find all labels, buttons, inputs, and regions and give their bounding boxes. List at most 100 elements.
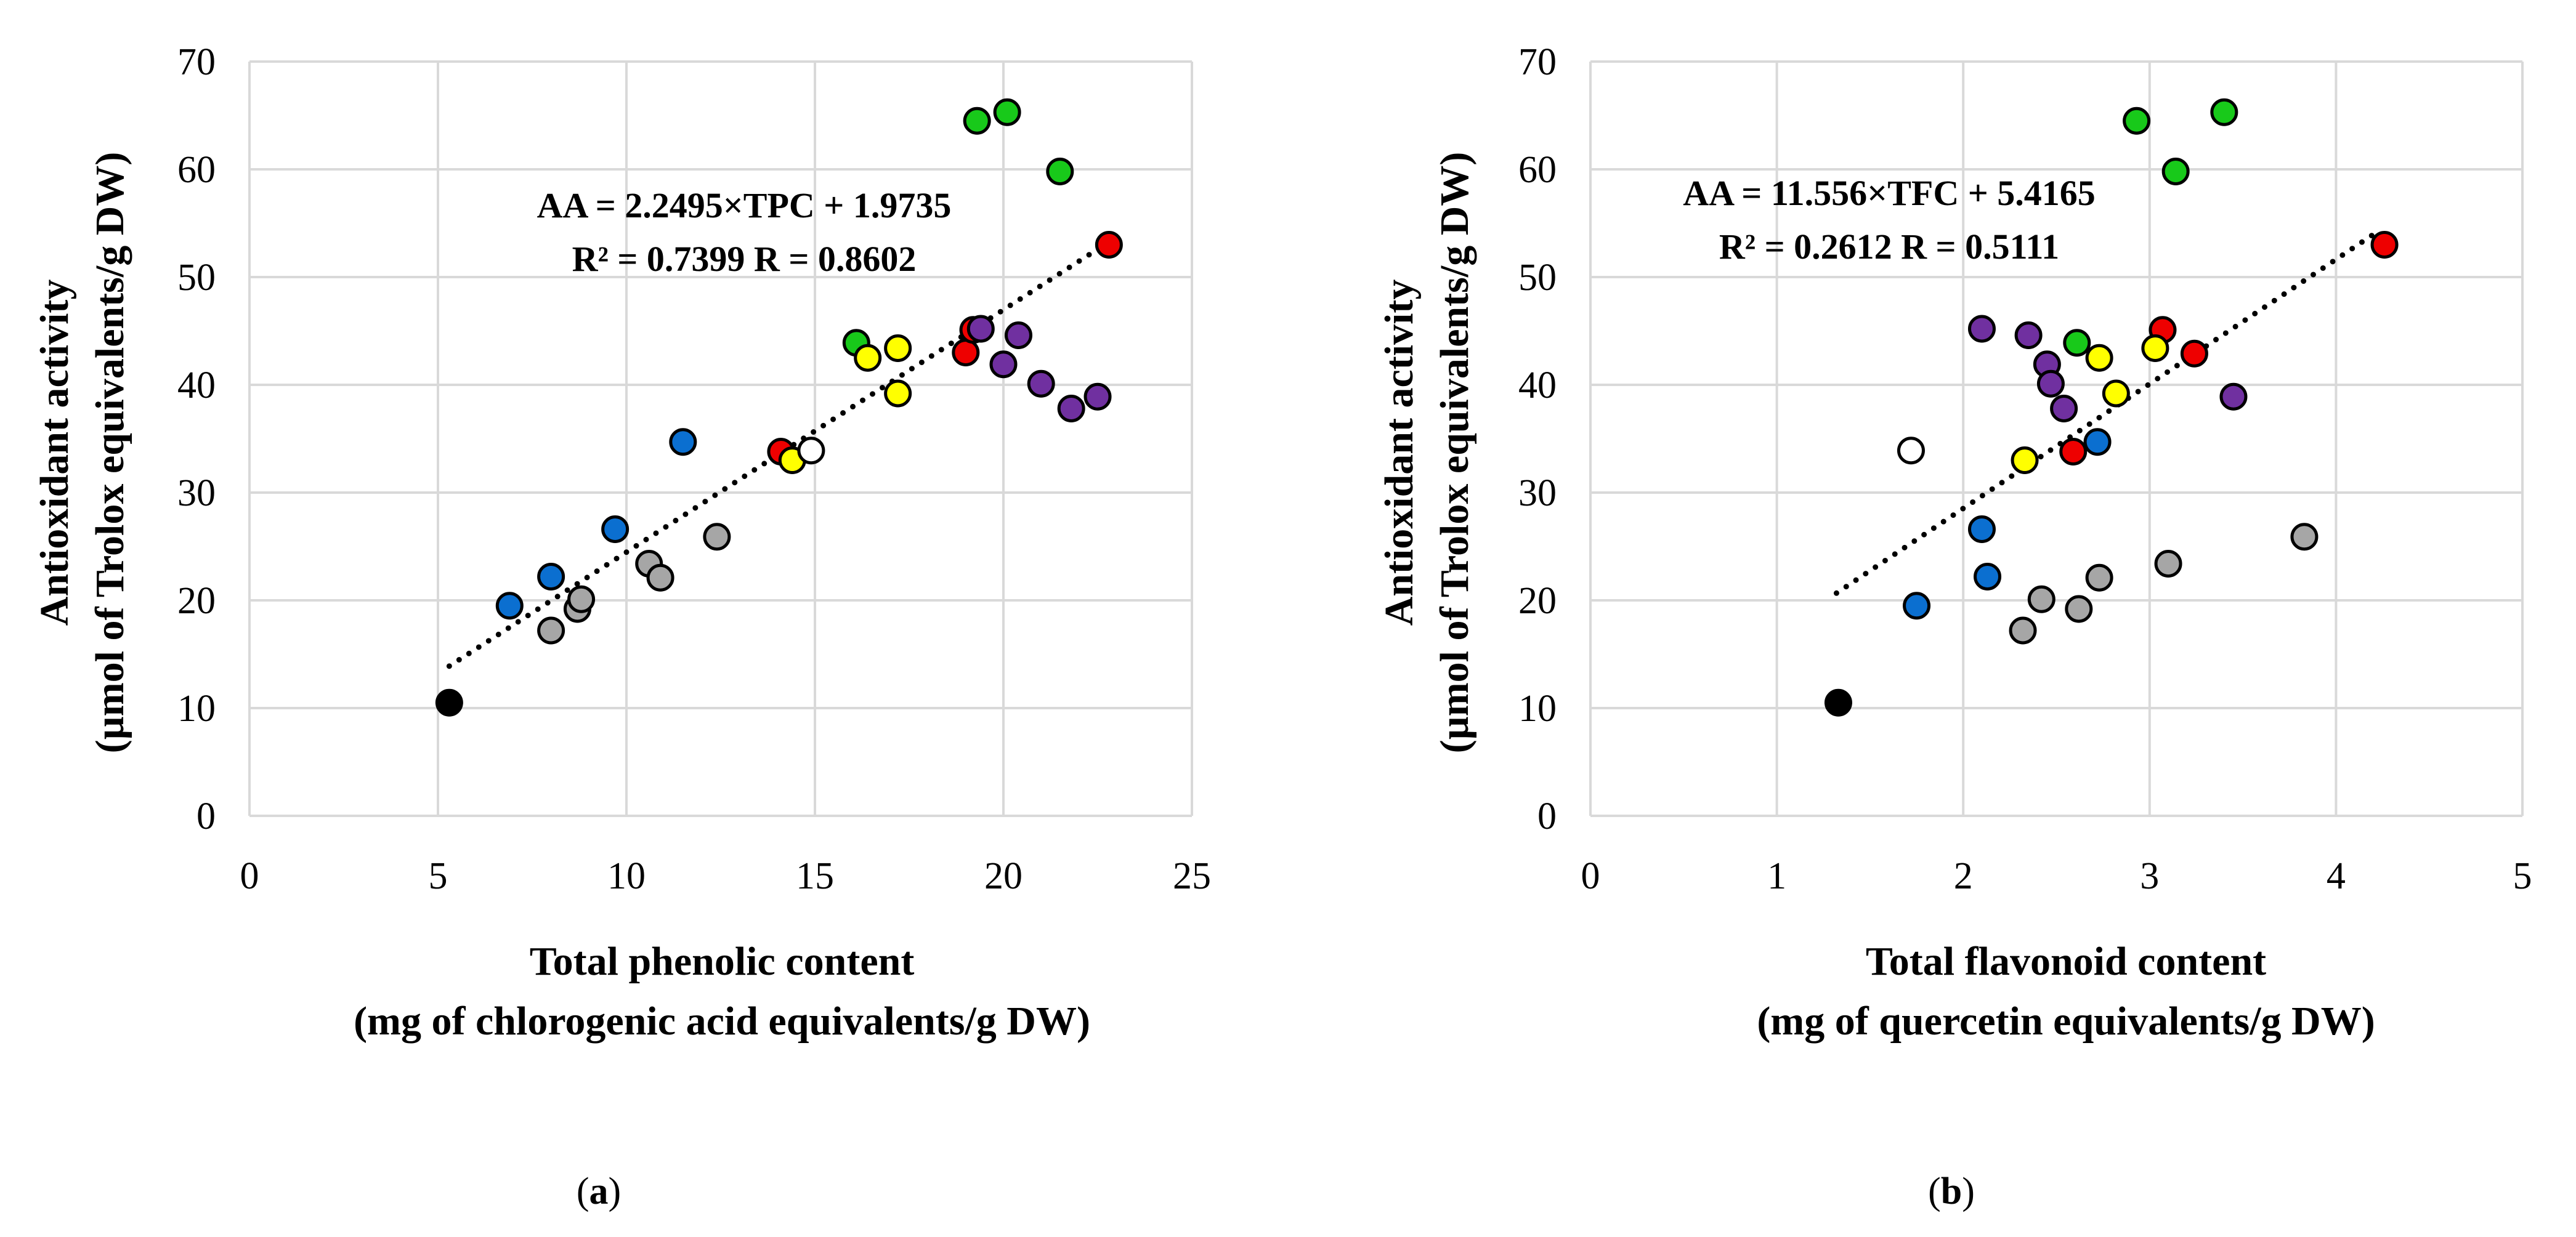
panel-a-ytick-label: 50 [177,257,216,299]
panel-b-xtick-label: 1 [1767,855,1786,897]
panel-b-xlabel-line-2: (mg of quercetin equivalents/g DW) [1757,999,2375,1044]
panel-b-point-purple-4 [2050,395,2078,422]
panel-a-point-purple-0 [966,315,995,343]
panel-a-point-blue-1 [537,563,565,590]
panel-a-point-white-0 [797,437,825,465]
panel-a-point-purple-3 [1027,369,1055,398]
panel-b-point-yellow-2 [2102,379,2130,408]
panel-a-label-letter: a [589,1171,609,1212]
panel-b-y-ticks: 0 10 20 30 40 50 60 70 [1518,41,1557,837]
panel-b-ytick-label: 10 [1518,688,1557,730]
panel-a-ytick-label: 10 [177,688,216,730]
panel-a-point-purple-5 [1083,382,1112,411]
panel-a-label: (a) [577,1171,621,1212]
panel-b-ytick-label: 70 [1518,41,1557,83]
panel-b-point-gray-1 [2027,585,2056,613]
panel-b-ytick-label: 30 [1518,472,1557,514]
panel-b-point-purple-5 [2219,382,2248,411]
panel-a-point-gray-5 [703,523,731,551]
panel-a-equation-line-2: R² = 0.7399 R = 0.8602 [572,239,917,279]
panel-b-trendline [1833,229,2380,596]
panel-b-ytick-label: 0 [1537,796,1557,837]
panel-a-point-black-0 [435,688,463,717]
panel-b-point-gray-2 [2065,595,2093,623]
panel-b-point-red-2 [2180,339,2208,368]
panel-b-trendline-group [1833,229,2380,596]
panel-b-label-letter: b [1941,1171,1962,1212]
panel-a-chart: 0 5 10 15 20 25 0 10 20 30 40 50 60 70 AA = 2.2495×T… [32,41,1211,1212]
panel-a-xtick-label: 20 [984,855,1023,897]
panel-b-point-green-2 [2161,158,2190,185]
panel-b-ylabel-line-1: Antioxidant activity [1377,280,1422,626]
panel-a-trendline-group [446,239,1112,669]
panel-a-point-purple-2 [1004,321,1032,349]
panel-b-point-blue-2 [1974,563,2002,590]
panel-b-point-blue-1 [1967,515,1996,543]
panel-b-point-yellow-1 [2085,344,2113,372]
panel-a-point-blue-3 [669,428,697,456]
panel-a-point-gray-2 [567,585,596,613]
panel-b-x-ticks: 0 1 2 3 4 5 [1581,855,2532,897]
panel-b-point-black-0 [1824,688,1852,717]
panel-b-point-blue-0 [1903,592,1931,620]
panel-b-chart: 0 1 2 3 4 5 0 10 20 30 40 50 60 70 AA = 11.556×TFC +… [1377,41,2532,1212]
panel-b-points [1824,98,2399,717]
panel-b-label: (b) [1928,1171,1975,1212]
panel-b-point-white-0 [1897,437,1925,465]
panel-b-point-green-1 [2123,107,2151,135]
panel-b-point-purple-3 [2036,369,2065,398]
panel-a-point-purple-1 [989,350,1018,379]
panel-a-point-red-1 [952,339,980,366]
panel-b-point-purple-0 [1967,315,1996,343]
panel-a-ytick-label: 40 [177,365,216,406]
panel-b-xlabel-line-1: Total flavonoid content [1866,939,2266,984]
panel-a-point-gray-0 [537,616,565,645]
panel-b-point-gray-4 [2154,550,2182,578]
panel-a-y-ticks: 0 10 20 30 40 50 60 70 [177,41,216,837]
panel-b-point-green-0 [2063,329,2091,357]
panel-b-ytick-label: 20 [1518,580,1557,622]
panel-a-ytick-label: 20 [177,580,216,622]
panel-b-xtick-label: 4 [2327,855,2346,897]
panel-a-point-yellow-1 [854,344,882,372]
panel-a-grid [248,60,1193,817]
panel-b-label-open: ( [1928,1171,1941,1212]
panel-b-ytick-label: 60 [1518,149,1557,191]
panel-b-point-red-3 [2370,231,2399,259]
panel-a-point-yellow-3 [884,334,912,362]
panel-a-xtick-label: 5 [429,855,448,897]
panel-a-point-blue-2 [601,515,630,543]
panel-a-points [435,98,1123,717]
panel-a-x-ticks: 0 5 10 15 20 25 [240,855,1212,897]
panel-b-ylabel-line-2: (µmol of Trolox equivalents/g DW) [1432,152,1477,754]
panel-b-equation-line-2: R² = 0.2612 R = 0.5111 [1719,227,2059,267]
panel-b-ytick-label: 40 [1518,365,1557,406]
panel-a-point-green-3 [1046,158,1074,185]
panel-b-equation-line-1: AA = 11.556×TFC + 5.4165 [1683,173,2096,213]
panel-a-point-blue-0 [495,592,524,620]
panel-a-xtick-label: 25 [1173,855,1211,897]
panel-a-point-yellow-2 [884,379,912,408]
panel-a-xtick-label: 0 [240,855,259,897]
panel-b-point-green-3 [2210,98,2238,126]
panel-a-ytick-label: 0 [196,796,216,837]
panel-b-xtick-label: 3 [2140,855,2159,897]
panel-a-label-open: ( [577,1171,589,1212]
panel-b-xtick-label: 5 [2513,855,2532,897]
panel-b-xtick-label: 2 [1954,855,1973,897]
panel-a-xtick-label: 15 [796,855,834,897]
panel-a-xtick-label: 10 [607,855,646,897]
panel-b-point-yellow-3 [2141,334,2169,362]
panel-b-point-gray-5 [2290,523,2319,551]
panel-a-xlabel-line-1: Total phenolic content [530,939,915,984]
panel-a-ylabel-line-1: Antioxidant activity [32,280,77,626]
panel-a-trendline [446,239,1112,669]
panel-a-label-close: ) [609,1171,622,1212]
panel-a-point-gray-4 [646,563,674,592]
panel-a-ylabel-line-2: (µmol of Trolox equivalents/g DW) [87,152,132,754]
panel-b-xtick-label: 0 [1581,855,1600,897]
panel-a-point-green-2 [993,98,1021,126]
panel-b-point-purple-1 [2014,321,2043,349]
panel-b-point-yellow-0 [2011,446,2039,474]
panel-a-ytick-label: 30 [177,472,216,514]
